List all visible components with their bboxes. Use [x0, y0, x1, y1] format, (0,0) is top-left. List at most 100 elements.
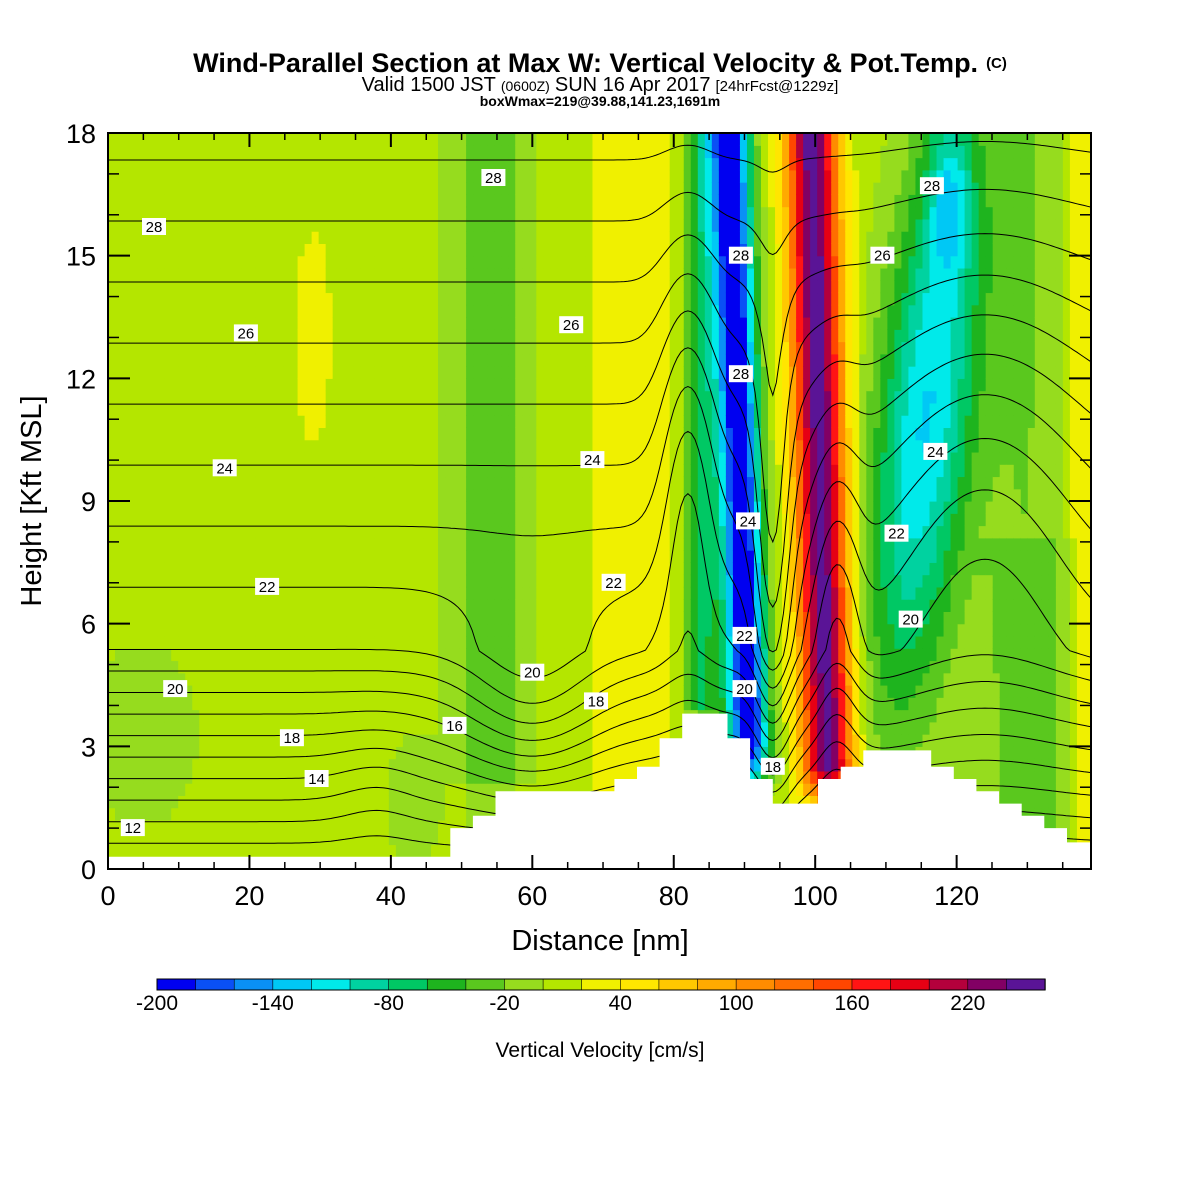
velocity-cell [613, 770, 622, 784]
velocity-cell [606, 292, 615, 306]
velocity-cell [150, 795, 158, 809]
velocity-cell [136, 611, 144, 625]
velocity-cell [213, 623, 221, 637]
velocity-cell [164, 770, 172, 784]
velocity-cell [297, 255, 306, 269]
velocity-cell [599, 525, 608, 539]
velocity-cell [459, 746, 467, 760]
velocity-cell [332, 267, 341, 281]
velocity-cell [150, 304, 158, 318]
velocity-cell [381, 182, 390, 195]
velocity-cell [599, 721, 608, 735]
velocity-cell [613, 157, 622, 171]
velocity-cell [311, 464, 320, 478]
velocity-cell [360, 243, 369, 257]
velocity-cell [157, 709, 165, 723]
velocity-cell [627, 537, 636, 551]
velocity-cell [459, 366, 467, 379]
velocity-cell [676, 660, 685, 674]
velocity-cell [150, 194, 158, 208]
velocity-cell [620, 451, 629, 465]
velocity-cell [452, 819, 460, 833]
velocity-cell [641, 476, 650, 490]
velocity-cell [459, 133, 467, 146]
velocity-cell [522, 783, 530, 796]
velocity-cell [353, 770, 362, 784]
velocity-cell [634, 476, 643, 490]
velocity-cell [374, 157, 383, 171]
velocity-cell [452, 451, 460, 465]
velocity-cell [409, 488, 418, 502]
velocity-cell [662, 672, 671, 686]
velocity-cell [494, 218, 502, 232]
velocity-cell [683, 280, 692, 294]
velocity-cell [206, 464, 214, 478]
velocity-cell [283, 574, 292, 588]
velocity-cell [522, 439, 530, 453]
velocity-cell [452, 488, 460, 502]
velocity-cell [522, 611, 530, 625]
velocity-cell [522, 464, 530, 478]
velocity-cell [150, 488, 158, 502]
velocity-cell [206, 844, 214, 858]
velocity-cell [529, 267, 537, 281]
velocity-cell [367, 427, 376, 441]
velocity-cell [220, 194, 228, 208]
velocity-cell [297, 586, 306, 600]
velocity-cell [550, 783, 558, 796]
velocity-cell [459, 709, 467, 723]
velocity-cell [388, 157, 397, 171]
velocity-cell [143, 783, 151, 796]
velocity-cell [529, 366, 537, 379]
velocity-cell [171, 734, 179, 747]
velocity-cell [416, 451, 425, 465]
velocity-cell [185, 427, 193, 441]
velocity-cell [543, 611, 551, 625]
velocity-cell [445, 157, 453, 171]
velocity-cell [199, 783, 207, 796]
velocity-cell [262, 672, 271, 686]
velocity-cell [620, 586, 629, 600]
velocity-cell [164, 574, 172, 588]
velocity-cell [445, 145, 453, 159]
velocity-cell [669, 501, 678, 514]
velocity-cell [122, 672, 130, 686]
velocity-cell [297, 439, 306, 453]
velocity-cell [374, 182, 383, 195]
velocity-cell [269, 844, 278, 858]
velocity-cell [620, 304, 629, 318]
velocity-cell [248, 746, 257, 760]
velocity-cell [585, 770, 594, 784]
velocity-cell [592, 672, 601, 686]
velocity-cell [150, 402, 158, 416]
velocity-cell [157, 844, 165, 858]
velocity-cell [157, 133, 165, 146]
velocity-cell [480, 783, 488, 796]
velocity-cell [438, 317, 446, 330]
velocity-cell [213, 427, 221, 441]
velocity-cell [662, 611, 671, 625]
velocity-cell [494, 562, 502, 576]
velocity-cell [501, 292, 509, 306]
velocity-cell [164, 635, 172, 649]
velocity-cell [129, 451, 137, 465]
velocity-cell [381, 734, 390, 747]
velocity-cell [199, 476, 207, 490]
velocity-cell [648, 586, 657, 600]
velocity-cell [669, 525, 678, 539]
velocity-cell [360, 783, 369, 796]
velocity-cell [571, 206, 580, 220]
velocity-cell [255, 464, 264, 478]
velocity-cell [669, 353, 678, 367]
velocity-cell [438, 550, 446, 563]
velocity-cell [241, 562, 250, 576]
velocity-cell [206, 390, 214, 404]
velocity-cell [227, 378, 235, 392]
velocity-cell [227, 145, 235, 159]
velocity-cell [178, 770, 186, 784]
velocity-cell [255, 672, 264, 686]
velocity-cell [325, 832, 334, 846]
velocity-cell [592, 145, 601, 159]
velocity-cell [676, 562, 685, 576]
velocity-cell [332, 623, 341, 637]
